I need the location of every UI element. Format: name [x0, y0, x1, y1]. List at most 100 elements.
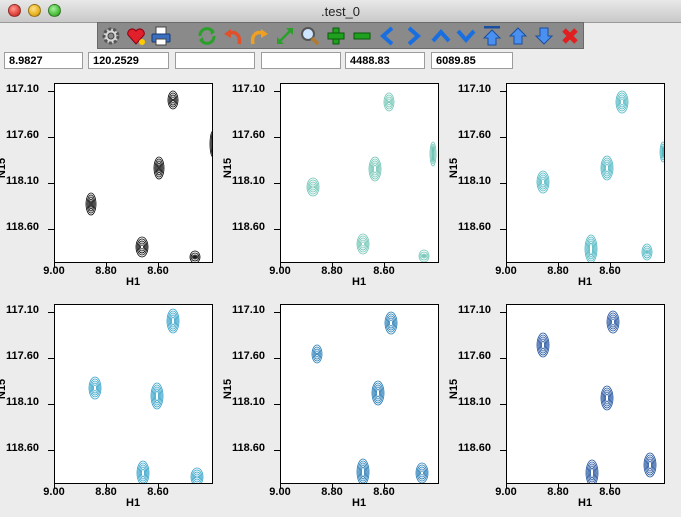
window-minimize-button[interactable]	[28, 4, 41, 17]
x-tick	[106, 263, 107, 268]
x-axis-title: H1	[352, 276, 367, 288]
contour-line	[607, 312, 619, 332]
contour-line	[155, 390, 160, 402]
field-3[interactable]	[175, 52, 255, 69]
contour-line	[642, 245, 652, 259]
x-tick-label: 9.00	[43, 265, 65, 277]
contour-line	[589, 242, 594, 256]
y-tick	[274, 404, 280, 405]
contour-line	[541, 340, 546, 350]
contour-line	[647, 460, 652, 470]
contour-line	[376, 388, 381, 398]
x-tick-label: 8.80	[321, 486, 343, 498]
contour-line	[190, 467, 204, 483]
field-x[interactable]: 8.9827	[4, 52, 83, 69]
contour-line	[374, 386, 382, 400]
x-tick-label: 8.60	[147, 486, 169, 498]
contour-line	[385, 313, 397, 333]
y-tick-label: 118.60	[231, 442, 265, 454]
spectrum-plot[interactable]	[506, 83, 665, 263]
spectrum-panel: 117.10 117.60 118.10 118.60 N15 9.00 8.80 8.60 H…	[222, 296, 452, 517]
contour-line	[151, 384, 163, 408]
y-axis-title: N15	[448, 378, 461, 400]
field-4[interactable]	[261, 52, 341, 69]
contour-line	[191, 254, 199, 260]
pan-right-button[interactable]	[402, 25, 424, 47]
zoom-in-button[interactable]	[325, 25, 347, 47]
window-zoom-button[interactable]	[48, 4, 61, 17]
spectrum-plot[interactable]	[280, 304, 439, 484]
window-close-button[interactable]	[8, 4, 21, 17]
spectrum-plot[interactable]	[506, 304, 665, 484]
refresh-button[interactable]	[196, 25, 218, 47]
redo-button[interactable]	[248, 25, 270, 47]
contour-line	[136, 460, 150, 483]
contour-line	[91, 382, 99, 394]
spectrum-plot[interactable]	[54, 83, 213, 263]
pan-down-button[interactable]	[455, 25, 477, 47]
contour-line	[361, 466, 366, 478]
spectrum-plot[interactable]	[280, 83, 439, 263]
print-button[interactable]	[150, 25, 172, 47]
pan-left-button[interactable]	[377, 25, 399, 47]
y-tick	[500, 450, 506, 451]
x-axis-title: H1	[578, 497, 593, 509]
zoom-button[interactable]	[299, 25, 321, 47]
contour-line	[361, 241, 366, 247]
contour-line	[603, 161, 611, 175]
contour-line	[155, 160, 163, 176]
contour-line	[93, 384, 98, 392]
field-5[interactable]: 4488.83	[345, 52, 425, 69]
spectrum-plot[interactable]	[54, 304, 213, 484]
contour-line	[659, 141, 664, 163]
close-button[interactable]	[559, 25, 581, 47]
contour-line	[307, 179, 319, 195]
undo-button[interactable]	[222, 25, 244, 47]
contour-line	[585, 236, 597, 262]
fit-button[interactable]	[274, 25, 296, 47]
contour-line	[537, 172, 549, 192]
contour-line	[384, 311, 398, 335]
y-tick	[500, 358, 506, 359]
y-axis-title: N15	[448, 157, 461, 179]
favorite-button[interactable]	[125, 25, 147, 47]
field-6[interactable]: 6089.85	[431, 52, 513, 69]
y-axis-title: N15	[0, 157, 9, 179]
contour-line	[418, 249, 430, 262]
contour-up-button[interactable]	[507, 25, 529, 47]
contour-line	[431, 149, 434, 159]
contour-line	[136, 238, 148, 256]
contour-line	[167, 310, 179, 332]
x-tick	[54, 263, 55, 268]
y-tick-label: 117.10	[457, 83, 491, 95]
contour-line	[660, 143, 664, 161]
contour-line	[169, 314, 177, 328]
contour-line	[168, 92, 178, 108]
y-tick	[500, 137, 506, 138]
contour-line	[537, 334, 549, 356]
settings-button[interactable]	[100, 25, 122, 47]
x-tick-label: 8.60	[599, 486, 621, 498]
y-tick	[500, 404, 506, 405]
y-tick	[48, 91, 54, 92]
contour-line	[602, 389, 612, 407]
x-tick-label: 8.80	[95, 265, 117, 277]
contour-line	[150, 382, 164, 410]
zoom-out-button[interactable]	[351, 25, 373, 47]
y-tick	[48, 358, 54, 359]
chevron-right-icon	[407, 26, 422, 46]
y-tick-label: 117.60	[457, 129, 491, 141]
pan-up-button[interactable]	[430, 25, 452, 47]
x-tick-label: 9.00	[495, 265, 517, 277]
contour-line	[312, 346, 322, 362]
contour-up-top-button[interactable]	[481, 25, 503, 47]
magnifier-icon	[301, 27, 320, 46]
x-tick	[610, 484, 611, 489]
contour-line	[89, 378, 101, 398]
contour-line	[616, 92, 628, 112]
contour-line	[600, 155, 614, 181]
contour-down-button[interactable]	[533, 25, 555, 47]
field-y[interactable]: 120.2529	[88, 52, 169, 69]
contour-line	[153, 388, 161, 404]
contour-line	[85, 192, 97, 216]
